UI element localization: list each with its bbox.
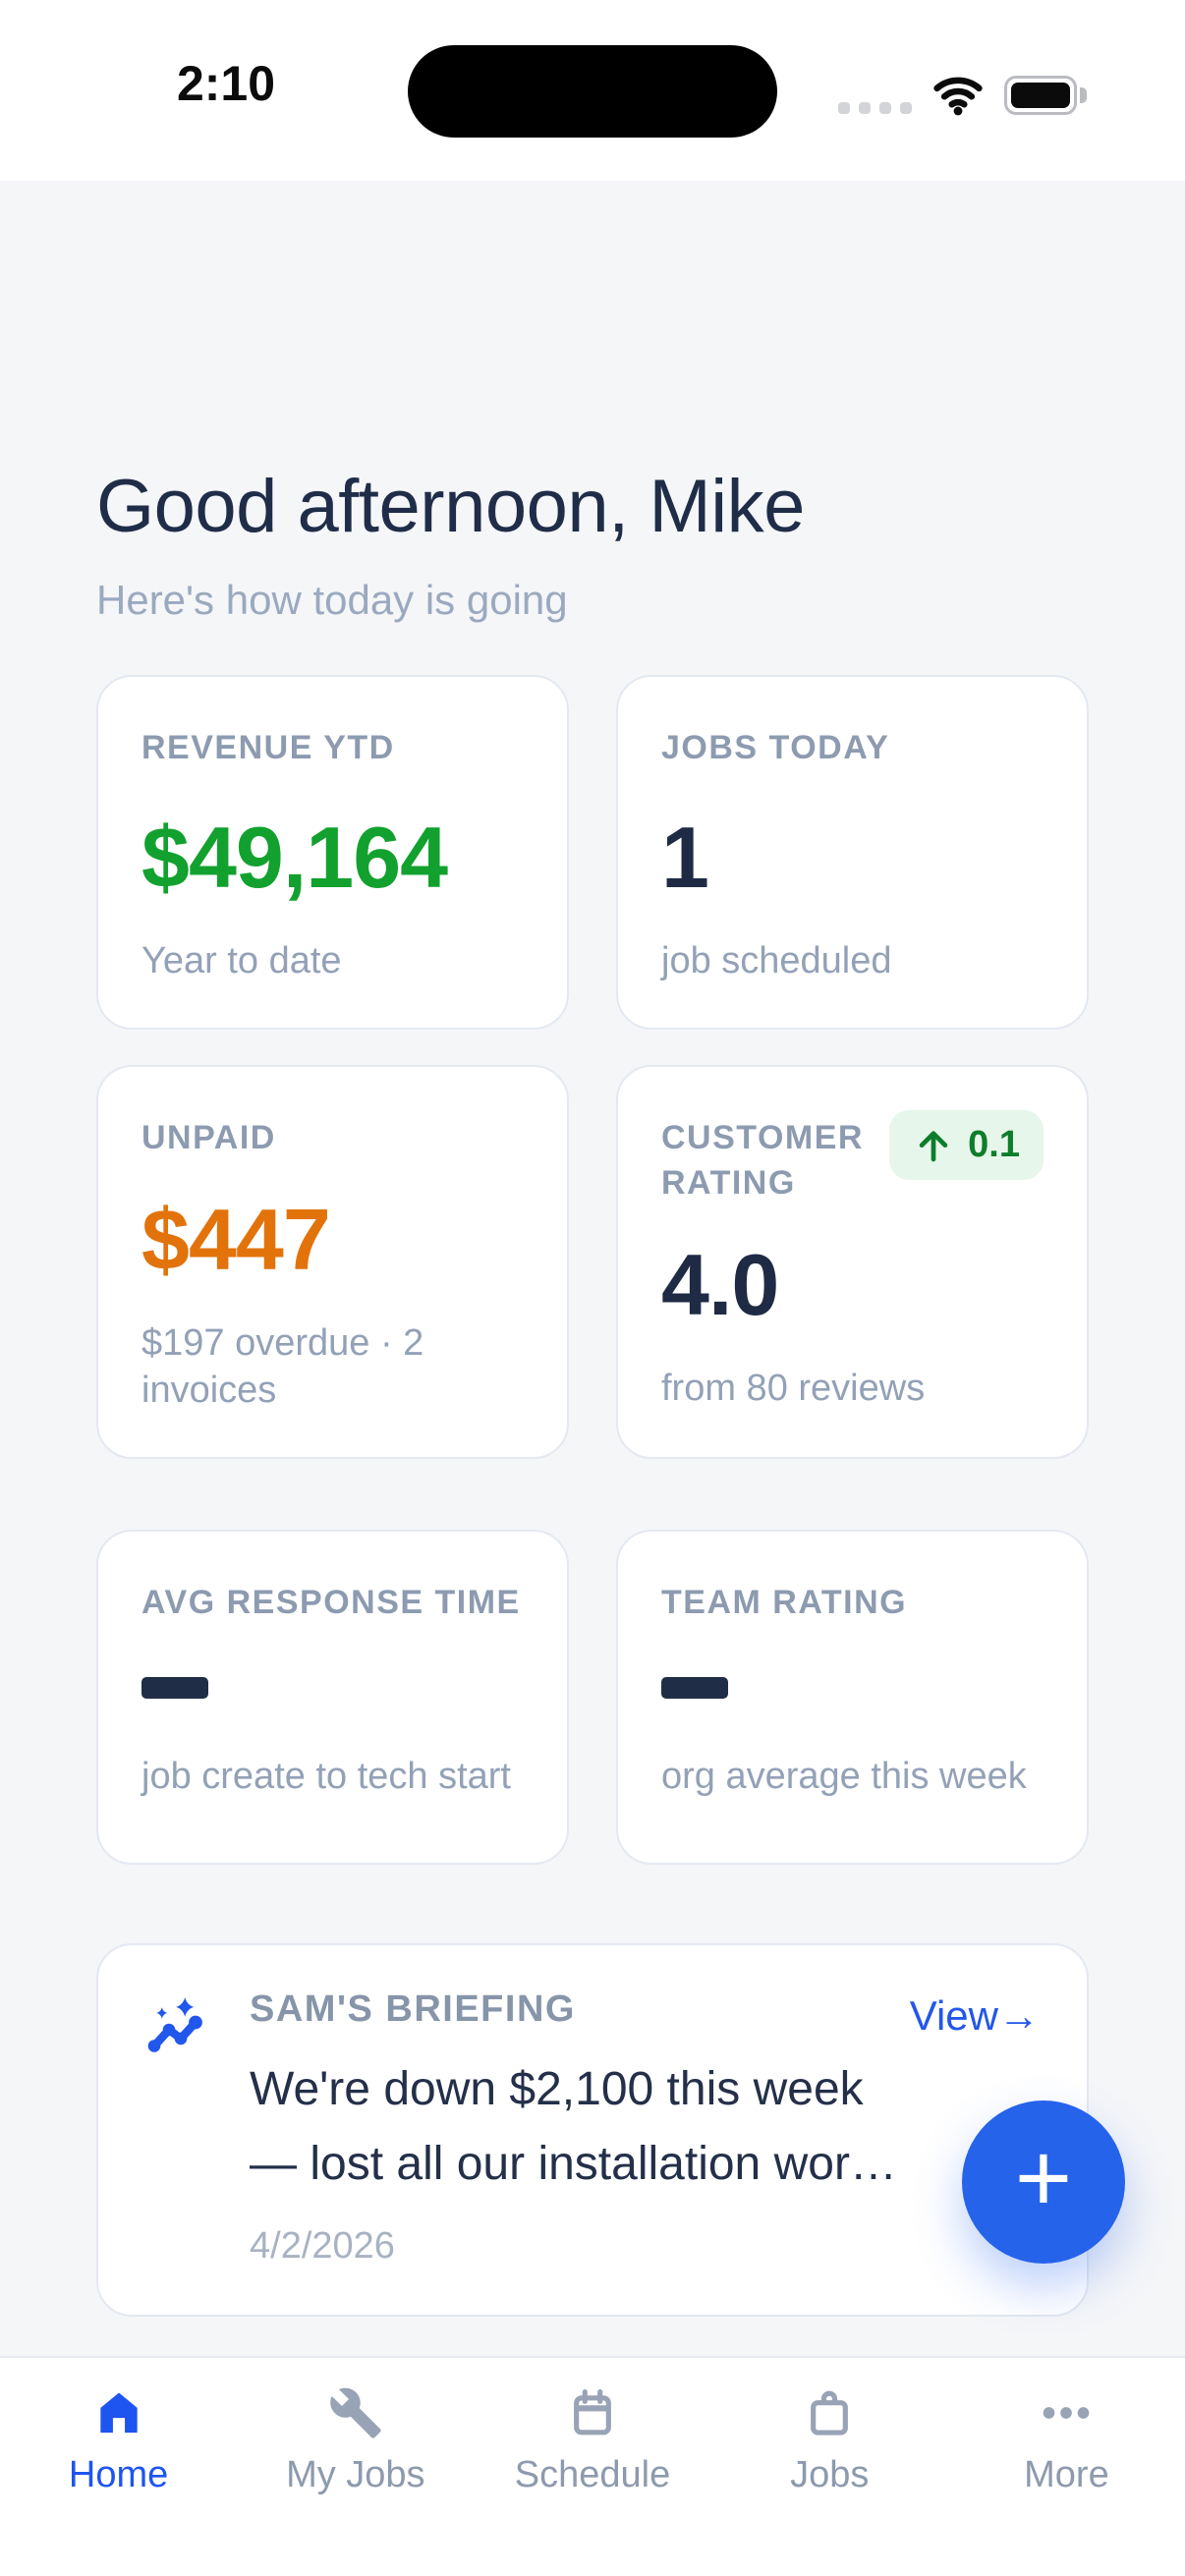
briefing-date: 4/2/2026 (250, 2225, 395, 2268)
nav-label: Jobs (790, 2454, 870, 2495)
stat-subtitle: job scheduled (661, 939, 892, 981)
stats-row-2: UNPAID $447 $197 overdue · 2 invoices CU… (96, 1065, 1089, 1460)
page-subtitle: Here's how today is going (96, 577, 568, 623)
nav-label: My Jobs (286, 2454, 425, 2495)
stat-card-team-rating[interactable]: TEAM RATING — org average this week (616, 1530, 1089, 1866)
briefing-card[interactable]: SAM'S BRIEFING We're down $2,100 this we… (96, 1943, 1089, 2318)
stat-subtitle: from 80 reviews (661, 1368, 926, 1410)
home-dashboard: Good afternoon, Mike Here's how today is… (0, 181, 1185, 2318)
bottom-nav: Home My Jobs Schedule Jobs (0, 2356, 1185, 2576)
stat-label: JOBS TODAY (661, 729, 890, 766)
cellular-signal-icon (838, 102, 912, 116)
stat-label: TEAM RATING (661, 1584, 908, 1622)
briefcase-icon (811, 2390, 849, 2436)
stat-subtitle: $197 overdue · 2 invoices (141, 1322, 424, 1411)
stat-card-unpaid[interactable]: UNPAID $447 $197 overdue · 2 invoices (96, 1065, 569, 1460)
trend-up-badge: 0.1 (889, 1110, 1044, 1181)
nav-item-more[interactable]: More (948, 2385, 1185, 2576)
arrow-up-icon (919, 1131, 948, 1162)
briefing-title: SAM'S BRIEFING (250, 1988, 576, 2031)
empty-value-dash: — (141, 1677, 208, 1700)
nav-label: Home (68, 2454, 169, 2495)
nav-item-schedule[interactable]: Schedule (474, 2385, 710, 2576)
view-briefing-link[interactable]: View→ (909, 1992, 1040, 2040)
trend-value: 0.1 (968, 1124, 1020, 1166)
empty-value-dash: — (661, 1677, 728, 1700)
add-button[interactable]: + (962, 2100, 1125, 2264)
stat-subtitle: Year to date (141, 939, 342, 981)
nav-item-jobs[interactable]: Jobs (711, 2385, 948, 2576)
stat-value: $49,164 (141, 808, 448, 906)
stat-label: UNPAID (141, 1119, 276, 1157)
nav-item-home[interactable]: Home (0, 2385, 237, 2576)
briefing-body: We're down $2,100 this week — lost all o… (250, 2063, 874, 2191)
stat-label: CUSTOMER RATING (661, 1119, 864, 1203)
stat-card-customer-rating[interactable]: CUSTOMER RATING 0.1 4.0 from 80 reviews (616, 1065, 1089, 1460)
stat-card-jobs-today[interactable]: JOBS TODAY 1 job scheduled (616, 675, 1089, 1031)
nav-label: Schedule (514, 2454, 671, 2495)
status-bar: 2:10 (0, 0, 1185, 181)
stat-label: AVG RESPONSE TIME (141, 1584, 521, 1622)
stat-value: $447 (141, 1191, 331, 1289)
nav-item-my-jobs[interactable]: My Jobs (237, 2385, 474, 2576)
status-time: 2:10 (176, 56, 276, 111)
stat-label: REVENUE YTD (141, 729, 395, 766)
home-icon (99, 2392, 138, 2434)
wifi-icon (933, 77, 983, 116)
stat-card-avg-response-time[interactable]: AVG RESPONSE TIME — job create to tech s… (96, 1530, 569, 1866)
wrench-icon (330, 2387, 381, 2438)
stat-subtitle: org average this week (661, 1756, 1027, 1798)
battery-icon (1004, 76, 1087, 116)
page-title: Good afternoon, Mike (96, 465, 805, 548)
stats-row-1: REVENUE YTD $49,164 Year to date JOBS TO… (96, 675, 1089, 1031)
stat-subtitle: job create to tech start (141, 1756, 511, 1798)
dynamic-island (408, 45, 777, 138)
ellipsis-icon (1044, 2407, 1090, 2419)
ai-trend-sparkle-icon (147, 1997, 202, 2053)
nav-label: More (1024, 2454, 1109, 2495)
stat-value: 1 (661, 808, 709, 906)
stat-value: 4.0 (661, 1236, 779, 1334)
calendar-icon (574, 2388, 611, 2436)
stats-row-3: AVG RESPONSE TIME — job create to tech s… (96, 1530, 1089, 1866)
status-icons (838, 71, 1087, 116)
stat-card-revenue-ytd[interactable]: REVENUE YTD $49,164 Year to date (96, 675, 569, 1031)
